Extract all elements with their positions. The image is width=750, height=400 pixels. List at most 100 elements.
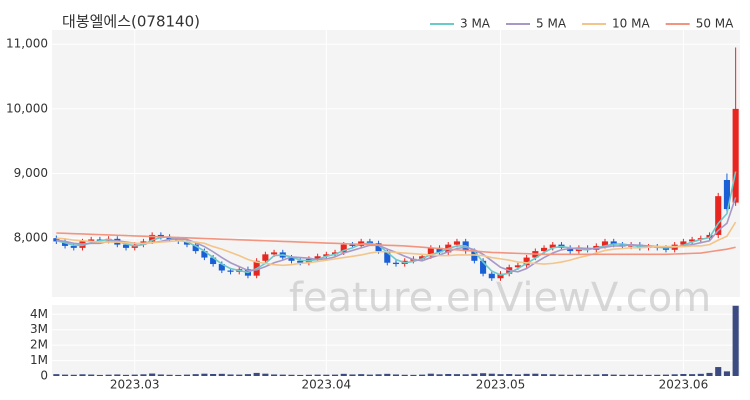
volume-bar [131,374,138,376]
price-panel [52,30,740,297]
volume-bar [271,374,278,376]
candle-body [288,257,295,261]
volume-bar [201,373,208,376]
volume-bar [645,374,652,376]
candle-body [480,260,487,274]
volume-bar [445,373,452,376]
volume-bar [166,374,173,376]
watermark: feature.enViewV.com [289,275,711,321]
candle-body [218,264,225,271]
candle-body [166,236,173,240]
volume-bar [689,374,696,376]
volume-bar [175,374,182,376]
ma-line [56,232,736,256]
volume-bar [236,374,243,376]
candle-body [331,252,339,255]
volume-bar [662,374,670,376]
candle-body [62,241,69,246]
volume-bar [114,374,121,376]
candle-body [549,244,556,248]
candle-body [732,108,739,203]
volume-bar [715,367,722,376]
candle-body [210,257,217,265]
volume-bar [88,374,95,376]
volume-bar [340,373,347,376]
y-tick-label: 8,000 [14,231,48,245]
y-tick-label: 10,000 [6,101,48,115]
x-tick-label: 2023.06 [659,378,709,392]
volume-bar [149,373,156,376]
candle-body [227,270,234,272]
volume-bar [140,374,147,376]
candle-body [610,241,617,245]
volume-bar [262,373,269,376]
volume-bar [288,374,295,376]
candle-body [662,247,670,250]
candle-body [122,244,130,248]
candle-body [497,273,504,279]
volume-bar [723,371,730,376]
volume-bar [79,374,86,376]
volume-bar [105,374,112,376]
y-tick-label: 11,000 [6,37,48,51]
volume-bar [323,374,330,376]
candle-body [262,254,269,261]
volume-bar [680,373,687,376]
candle-body [366,241,373,244]
candle-body [375,243,382,252]
volume-bar [375,374,382,376]
volume-bar [392,374,400,376]
candle-body [340,244,347,253]
volume-bar [453,374,461,376]
volume-bar [331,374,339,376]
volume-bar [279,374,286,376]
chart-title: 대봉엘에스(078140) [62,13,200,31]
volume-bar [122,374,130,376]
ma-line [56,221,737,267]
volume-bar [436,374,443,376]
volume-tick-label: 3M [30,322,48,336]
volume-bar [401,374,408,376]
legend-label: 10 MA [612,17,650,31]
volume-bar [619,374,626,376]
volume-bar [558,374,565,376]
volume-bar [366,374,373,376]
volume-bar [697,373,704,376]
candle-body [514,265,521,268]
candle-body [680,241,687,245]
volume-bar [210,373,217,376]
volume-bar [523,373,530,376]
volume-bar [358,374,365,376]
candle-body [567,247,574,252]
candle-body [601,241,609,246]
volume-bar [227,374,234,376]
legend-label: 50 MA [696,17,734,31]
candle-body [689,239,696,242]
volume-bar [183,374,191,376]
candle-body [488,273,495,279]
volume-bar [706,372,713,376]
candle-body [349,244,356,246]
volume-bar [96,374,103,376]
volume-bar [497,374,504,376]
volume-bar [610,374,617,376]
volume-bar [218,373,225,376]
x-tick-label: 2023.05 [476,378,526,392]
volume-bar [601,374,609,376]
candle-body [88,239,95,242]
volume-bar [541,374,548,376]
volume-bar [584,374,591,376]
candle-body [53,238,60,242]
volume-bar [192,374,199,376]
volume-bar [471,373,478,376]
candle-body [157,234,164,237]
volume-bar [593,374,600,376]
volume-bar [628,374,635,376]
volume-bar [305,374,312,376]
volume-bar [349,374,356,376]
candle-body [523,257,530,266]
volume-bar [636,374,643,376]
volume-bar [62,374,69,376]
volume-bar [506,373,513,376]
candle-body [297,260,304,263]
